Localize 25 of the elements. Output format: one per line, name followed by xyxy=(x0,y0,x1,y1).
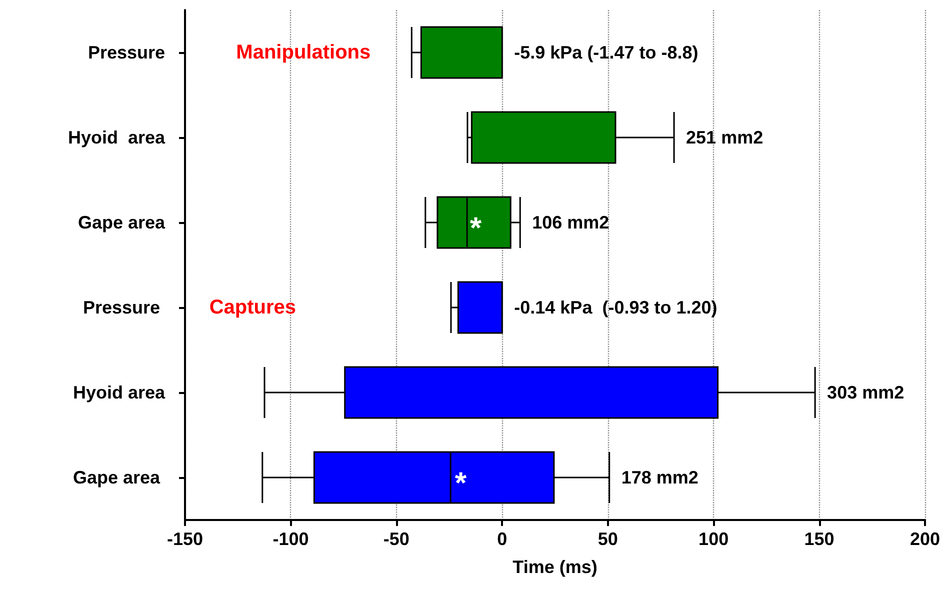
x-tick-label: -150 xyxy=(166,529,204,549)
x-tick-label: -100 xyxy=(272,529,309,549)
y-tick-label: Gape area xyxy=(72,468,165,488)
annotation: Captures xyxy=(209,296,296,318)
x-tick-label: 150 xyxy=(804,529,834,549)
text: 303 mm2 xyxy=(827,382,904,402)
text: 178 mm2 xyxy=(621,468,698,488)
text: 106 mm2 xyxy=(532,212,610,232)
x-tick-label: 200 xyxy=(910,529,940,549)
x-axis-title: Time (ms) xyxy=(512,557,598,577)
x-tick-label: 0 xyxy=(497,529,508,549)
annotation: * xyxy=(470,212,482,245)
y-tick-label: Hyoid area xyxy=(72,382,166,402)
text: -0.14 kPa (-0.93 to 1.20) xyxy=(514,298,718,318)
x-tick-label: -50 xyxy=(383,529,410,549)
y-tick-label: Pressure xyxy=(88,42,165,62)
text: -5.9 kPa (-1.47 to -8.8) xyxy=(514,42,698,62)
annotation: * xyxy=(454,467,467,500)
x-tick-label: 100 xyxy=(698,529,729,549)
text: 251 mm2 xyxy=(686,128,764,148)
annotation: Manipulations xyxy=(236,42,371,64)
y-tick-label: Pressure xyxy=(82,298,165,318)
x-tick-label: 50 xyxy=(598,529,618,549)
y-tick-label: Hyoid area xyxy=(68,128,166,148)
y-tick-label: Gape area xyxy=(78,212,166,232)
